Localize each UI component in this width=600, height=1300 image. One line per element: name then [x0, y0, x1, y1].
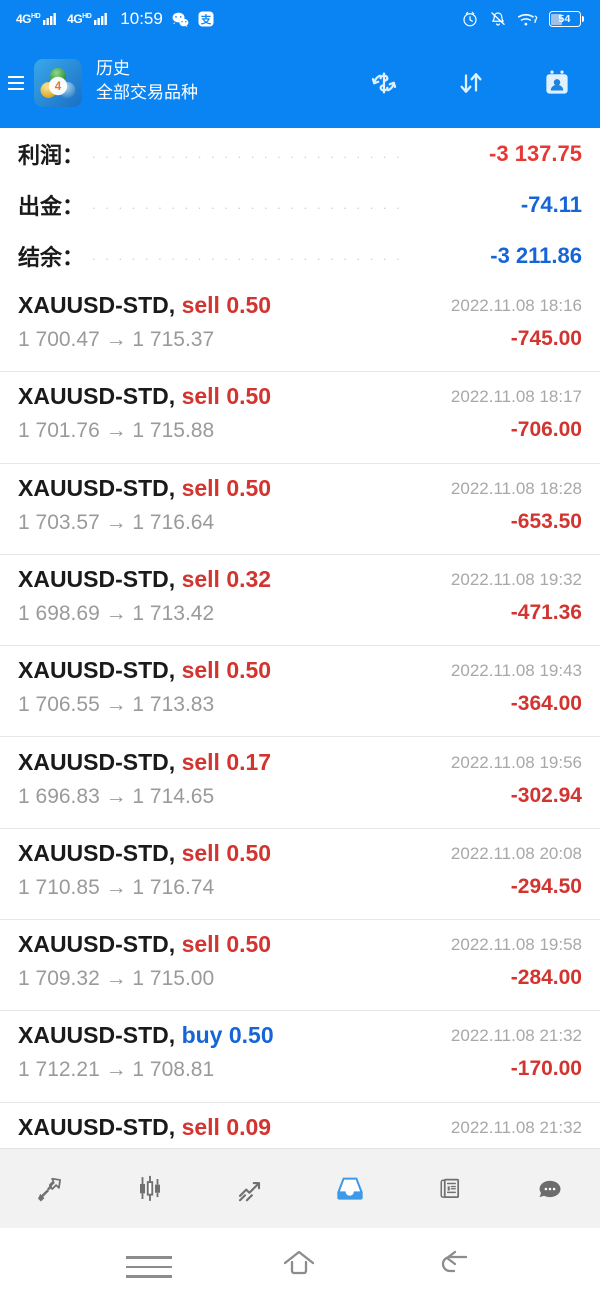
svg-text:支: 支	[200, 13, 212, 26]
svg-text:4: 4	[55, 81, 62, 93]
